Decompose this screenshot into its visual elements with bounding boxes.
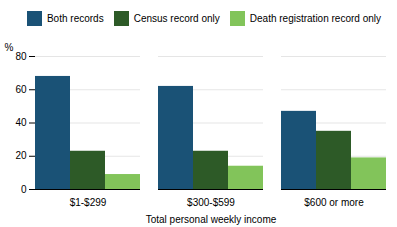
svg-text:%: % xyxy=(5,42,14,53)
svg-text:20: 20 xyxy=(15,150,27,161)
html-text:Both records: Both records xyxy=(47,13,104,24)
html-text:Death registration record only: Death registration record only xyxy=(249,13,381,24)
svg-text:Total personal weekly income: Total personal weekly income xyxy=(146,214,277,225)
svg-text:60: 60 xyxy=(15,84,27,95)
html-text:Census record only: Census record only xyxy=(133,13,220,24)
svg-text:0: 0 xyxy=(21,184,27,195)
svg-text:$300-$599: $300-$599 xyxy=(187,197,235,208)
svg-text:$600 or more: $600 or more xyxy=(304,197,364,208)
svg-text:80: 80 xyxy=(15,51,27,62)
svg-text:$1-$299: $1-$299 xyxy=(70,197,107,208)
svg-text:40: 40 xyxy=(15,117,27,128)
